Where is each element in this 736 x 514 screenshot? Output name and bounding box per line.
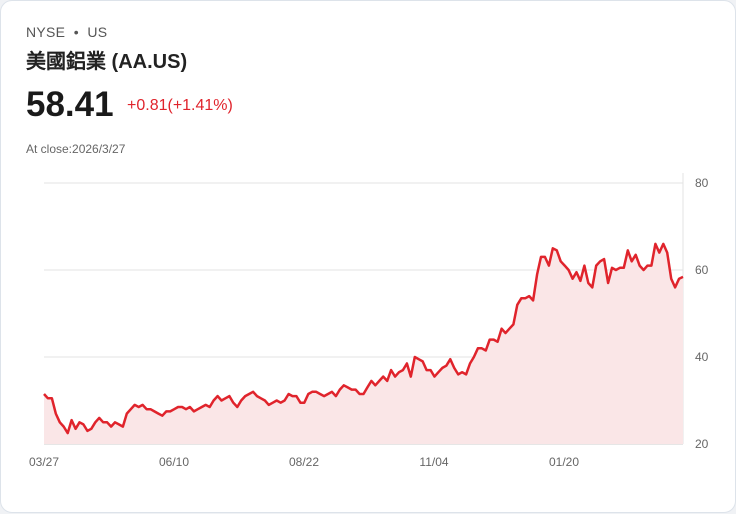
x-tick-label: 06/10 [159,455,189,469]
y-tick-label: 20 [695,437,709,451]
y-tick-label: 60 [695,263,709,277]
x-tick-label: 11/04 [419,455,448,469]
y-tick-label: 40 [695,350,709,364]
price-line [43,242,684,435]
price-area [44,243,683,444]
price-change: +0.81(+1.41%) [127,97,233,114]
y-tick-label: 80 [695,176,709,190]
x-tick-label: 03/27 [29,455,59,469]
price: 58.41 [26,85,114,124]
exchange-label: NYSE • US [26,24,108,40]
x-tick-label: 08/22 [289,455,319,469]
close-date: At close:2026/3/27 [26,142,126,156]
stock-title: 美國鋁業 (AA.US) [26,51,188,73]
x-tick-label: 01/20 [549,455,579,469]
